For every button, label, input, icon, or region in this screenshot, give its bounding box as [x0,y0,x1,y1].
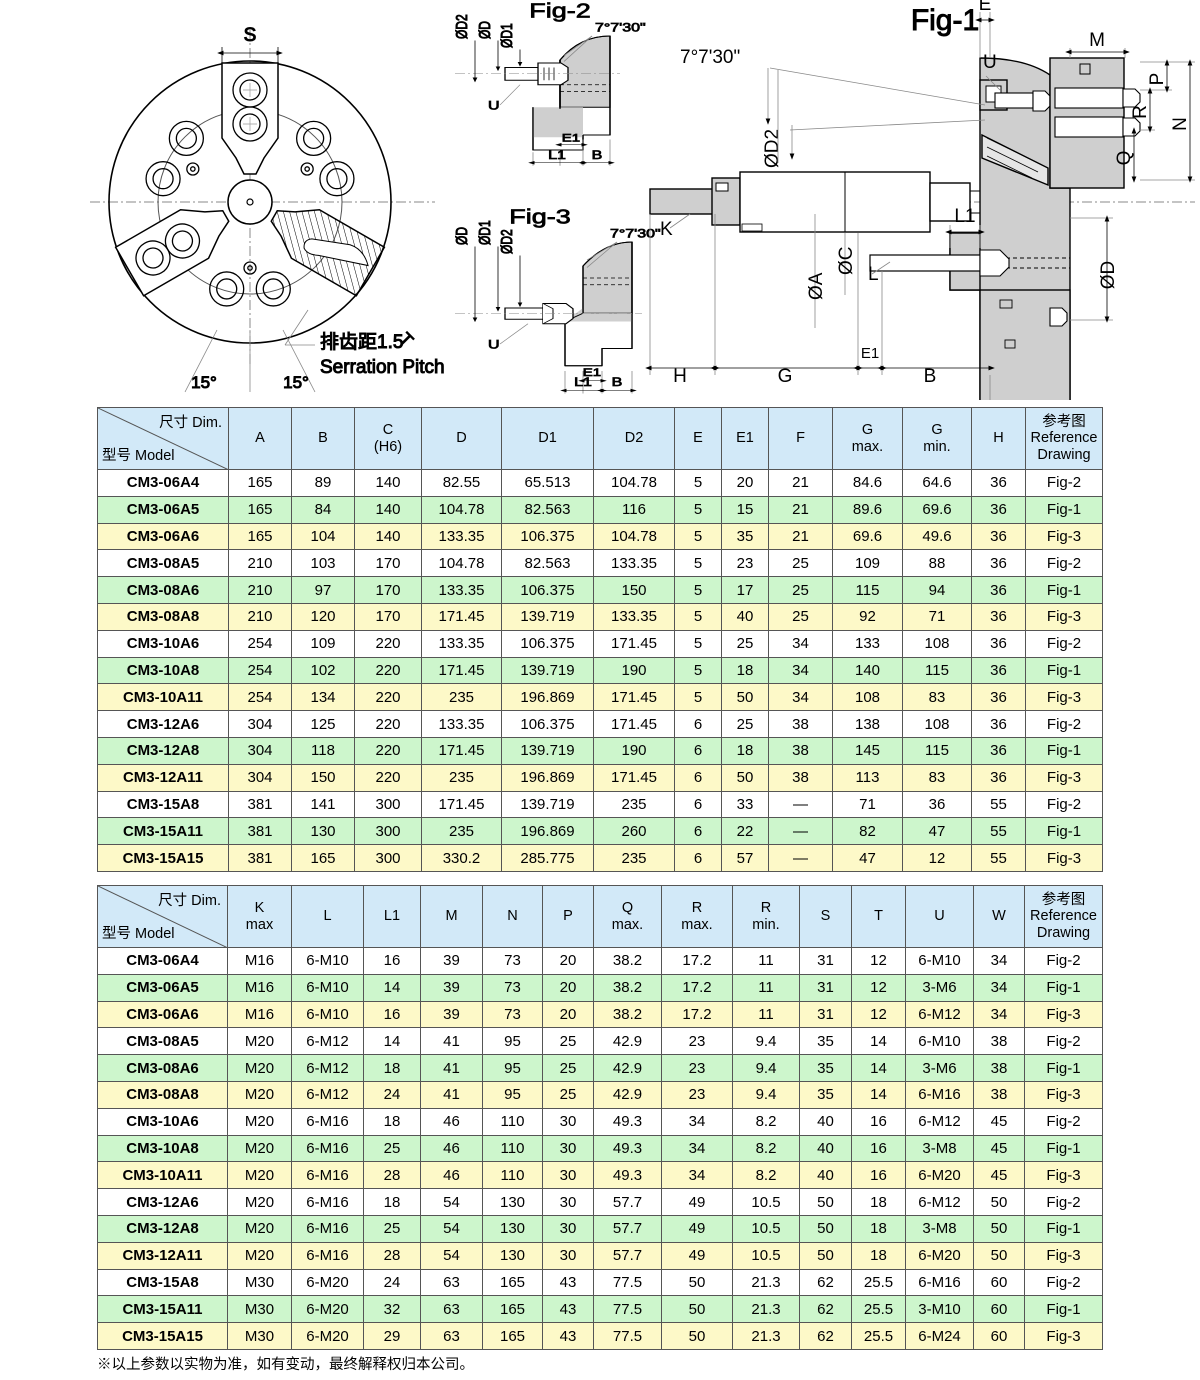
svg-text:15°: 15° [191,373,217,392]
svg-text:ØD1: ØD1 [497,23,515,48]
svg-text:U: U [488,98,500,112]
svg-text:ØA: ØA [806,272,827,300]
svg-text:7°7'30": 7°7'30" [595,20,646,34]
svg-text:E: E [979,0,992,15]
svg-text:N: N [1170,117,1191,131]
svg-text:H: H [673,366,687,387]
svg-text:Q: Q [1114,151,1135,166]
svg-text:P: P [1147,73,1168,86]
svg-text:U: U [488,337,500,351]
svg-text:ØD2: ØD2 [497,229,515,254]
svg-text:Serration Pitch: Serration Pitch [320,357,445,378]
svg-text:Fig-3: Fig-3 [509,205,571,228]
svg-text:ØD: ØD [1098,261,1119,290]
svg-text:M: M [1089,30,1105,51]
svg-text:L: L [868,264,879,285]
svg-text:ØD: ØD [475,21,493,39]
svg-text:K: K [660,219,673,240]
svg-text:ØD2: ØD2 [762,129,783,168]
svg-text:ØD2: ØD2 [452,14,470,39]
svg-text:B: B [592,148,603,162]
svg-text:15°: 15° [283,373,309,392]
svg-text:Fig-2: Fig-2 [529,0,591,22]
svg-text:ØD1: ØD1 [475,220,493,245]
svg-text:ØD: ØD [452,227,470,245]
svg-text:R: R [1130,105,1151,119]
svg-text:ØC: ØC [836,247,857,276]
svg-text:B: B [612,375,623,389]
svg-text:7°7'30": 7°7'30" [680,47,740,68]
svg-text:B: B [924,366,937,387]
svg-text:排齿距1.5: 排齿距1.5 [320,331,403,353]
svg-text:E1: E1 [583,366,601,379]
svg-text:S: S [244,25,257,46]
svg-text:U: U [983,52,997,73]
svg-text:7°7'30": 7°7'30" [610,226,661,240]
svg-text:G: G [778,366,793,387]
svg-text:L1: L1 [954,206,975,227]
svg-text:Fig-1: Fig-1 [911,4,979,37]
svg-text:E1: E1 [861,345,879,362]
svg-text:E1: E1 [562,132,580,145]
svg-text:L1: L1 [548,148,566,162]
